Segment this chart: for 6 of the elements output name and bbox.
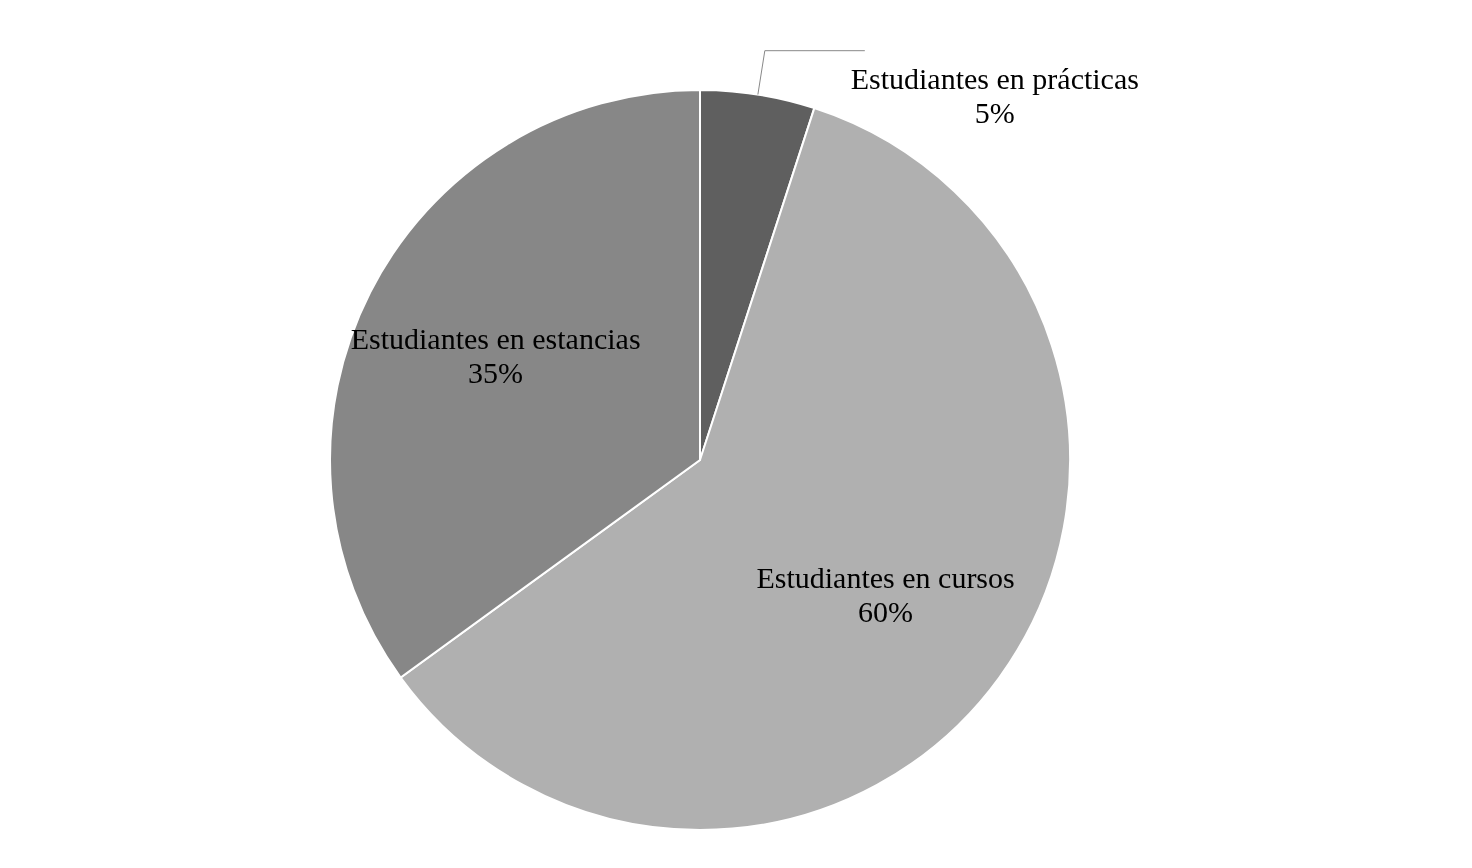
data-label: 60% xyxy=(858,595,914,629)
data-label: 35% xyxy=(468,356,524,390)
data-label: 5% xyxy=(974,96,1015,130)
slice-label: Estudiantes en cursos xyxy=(756,561,1015,595)
slice-label: Estudiantes en prácticas xyxy=(850,62,1139,96)
slice-label: Estudiantes en estancias xyxy=(350,322,641,356)
